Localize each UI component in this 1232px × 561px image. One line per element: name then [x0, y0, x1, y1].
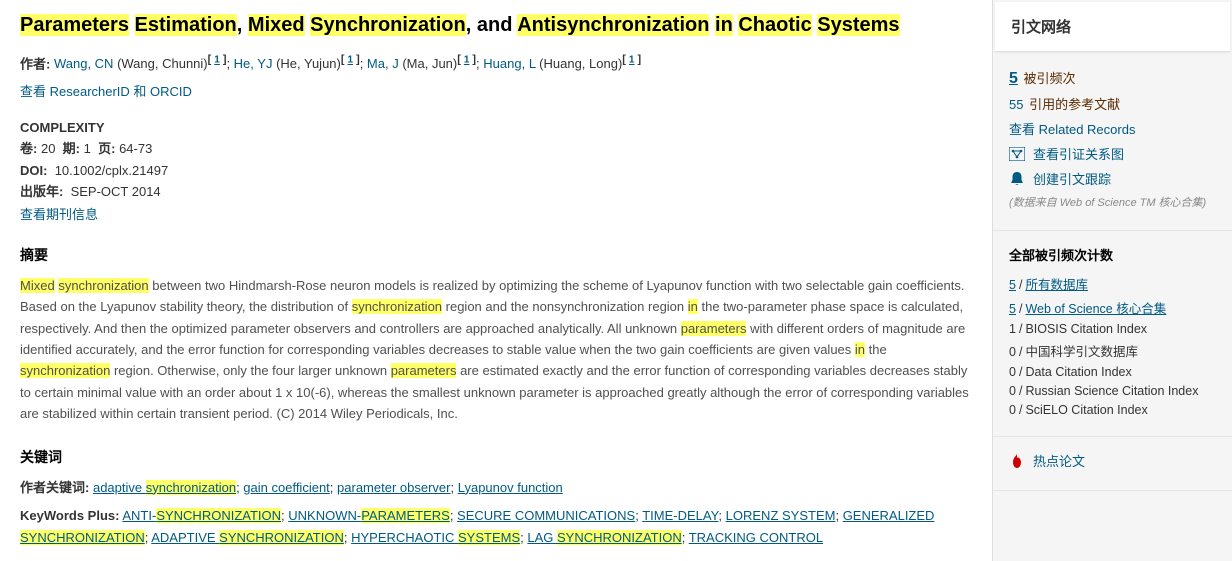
db-count: 0 — [1009, 345, 1016, 359]
flame-icon — [1009, 453, 1025, 469]
db-count-row: 0/Russian Science Citation Index — [1009, 384, 1216, 398]
keyword-link[interactable]: Lyapunov function — [458, 480, 563, 495]
db-label: Data Citation Index — [1025, 365, 1131, 379]
researcherid-link[interactable]: 查看 ResearcherID 和 ORCID — [20, 84, 192, 99]
keywords-heading: 关键词 — [20, 447, 972, 467]
citation-stats-block: 5 被引频次 55 引用的参考文献 查看 Related Records 查看引… — [993, 54, 1232, 231]
db-count-row: 0/Data Citation Index — [1009, 365, 1216, 379]
db-count-row: 5/所有数据库 — [1009, 274, 1216, 293]
bell-icon — [1009, 171, 1025, 187]
related-records-link[interactable]: 查看 Related Records — [1009, 122, 1135, 137]
cited-refs-count[interactable]: 55 — [1009, 97, 1023, 112]
author-link[interactable]: Wang, CN — [54, 56, 113, 71]
db-count[interactable]: 5 — [1009, 302, 1016, 316]
db-label[interactable]: Web of Science 核心合集 — [1025, 302, 1166, 316]
db-count: 0 — [1009, 365, 1016, 379]
db-count: 0 — [1009, 403, 1016, 417]
abstract-heading: 摘要 — [20, 245, 972, 265]
keyword-link[interactable]: adaptive synchronization — [93, 480, 236, 495]
keyword-link[interactable]: TRACKING CONTROL — [689, 530, 823, 545]
sidebar: 引文网络 5 被引频次 55 引用的参考文献 查看 Related Record… — [992, 0, 1232, 561]
source-note: (数据来自 Web of Science TM 核心合集) — [1009, 194, 1216, 210]
volume-line: 卷: 20 期: 1 页: 64-73 — [20, 139, 972, 159]
citation-map-link[interactable]: 查看引证关系图 — [1009, 144, 1216, 163]
keyword-link[interactable]: parameter observer — [337, 480, 450, 495]
keyword-link[interactable]: gain coefficient — [243, 480, 330, 495]
db-count: 1 — [1009, 322, 1016, 336]
hot-paper-block: 热点论文 — [993, 437, 1232, 491]
keywords-plus-row: KeyWords Plus: ANTI-SYNCHRONIZATION; UNK… — [20, 505, 972, 549]
keyword-link[interactable]: SECURE COMMUNICATIONS — [457, 508, 635, 523]
paper-title: Parameters Estimation, Mixed Synchroniza… — [20, 12, 972, 38]
doi-line: DOI: 10.1002/cplx.21497 — [20, 161, 972, 181]
times-cited-label: 被引频次 — [1024, 71, 1076, 86]
totals-heading: 全部被引频次计数 — [1009, 245, 1216, 264]
author-link[interactable]: Huang, L — [483, 56, 535, 71]
keyword-link[interactable]: LAG SYNCHRONIZATION — [527, 530, 681, 545]
db-count-row: 1/BIOSIS Citation Index — [1009, 322, 1216, 336]
citation-network-header: 引文网络 — [995, 2, 1230, 52]
db-count-row: 0/中国科学引文数据库 — [1009, 341, 1216, 360]
abstract-text: Mixed synchronization between two Hindma… — [20, 275, 972, 425]
author-keywords-row: 作者关键词: adaptive synchronization; gain co… — [20, 477, 972, 499]
db-count: 0 — [1009, 384, 1016, 398]
db-label: BIOSIS Citation Index — [1025, 322, 1147, 336]
db-count-row: 0/SciELO Citation Index — [1009, 403, 1216, 417]
author-link[interactable]: Ma, J — [367, 56, 399, 71]
keyword-link[interactable]: ADAPTIVE SYNCHRONIZATION — [151, 530, 344, 545]
db-label: 中国科学引文数据库 — [1025, 345, 1138, 359]
pubyear-line: 出版年: SEP-OCT 2014 — [20, 182, 972, 202]
hot-paper-link[interactable]: 热点论文 — [1009, 451, 1216, 470]
create-alert-link[interactable]: 创建引文跟踪 — [1009, 169, 1216, 188]
cited-refs-label: 引用的参考文献 — [1029, 97, 1120, 112]
keyword-link[interactable]: LORENZ SYSTEM — [726, 508, 836, 523]
db-label: SciELO Citation Index — [1025, 403, 1147, 417]
times-cited-count[interactable]: 5 — [1009, 70, 1018, 87]
main-content: Parameters Estimation, Mixed Synchroniza… — [0, 0, 992, 561]
db-count-row: 5/Web of Science 核心合集 — [1009, 298, 1216, 317]
db-label: Russian Science Citation Index — [1025, 384, 1198, 398]
db-count[interactable]: 5 — [1009, 278, 1016, 292]
author-link[interactable]: He, YJ — [234, 56, 273, 71]
keyword-link[interactable]: HYPERCHAOTIC SYSTEMS — [351, 530, 520, 545]
totals-block: 全部被引频次计数 5/所有数据库 5/Web of Science 核心合集 1/B… — [993, 231, 1232, 437]
keyword-link[interactable]: TIME-DELAY — [642, 508, 718, 523]
authors-row: 作者: Wang, CN (Wang, Chunni)[ 1 ]; He, YJ… — [20, 52, 972, 75]
keyword-link[interactable]: ANTI-SYNCHRONIZATION — [122, 508, 281, 523]
authors-label: 作者: — [20, 56, 50, 71]
db-label[interactable]: 所有数据库 — [1025, 278, 1088, 292]
journal-info-link[interactable]: 查看期刊信息 — [20, 207, 98, 222]
journal-name: COMPLEXITY — [20, 120, 972, 135]
keyword-link[interactable]: UNKNOWN-PARAMETERS — [288, 508, 450, 523]
network-icon — [1009, 146, 1025, 162]
